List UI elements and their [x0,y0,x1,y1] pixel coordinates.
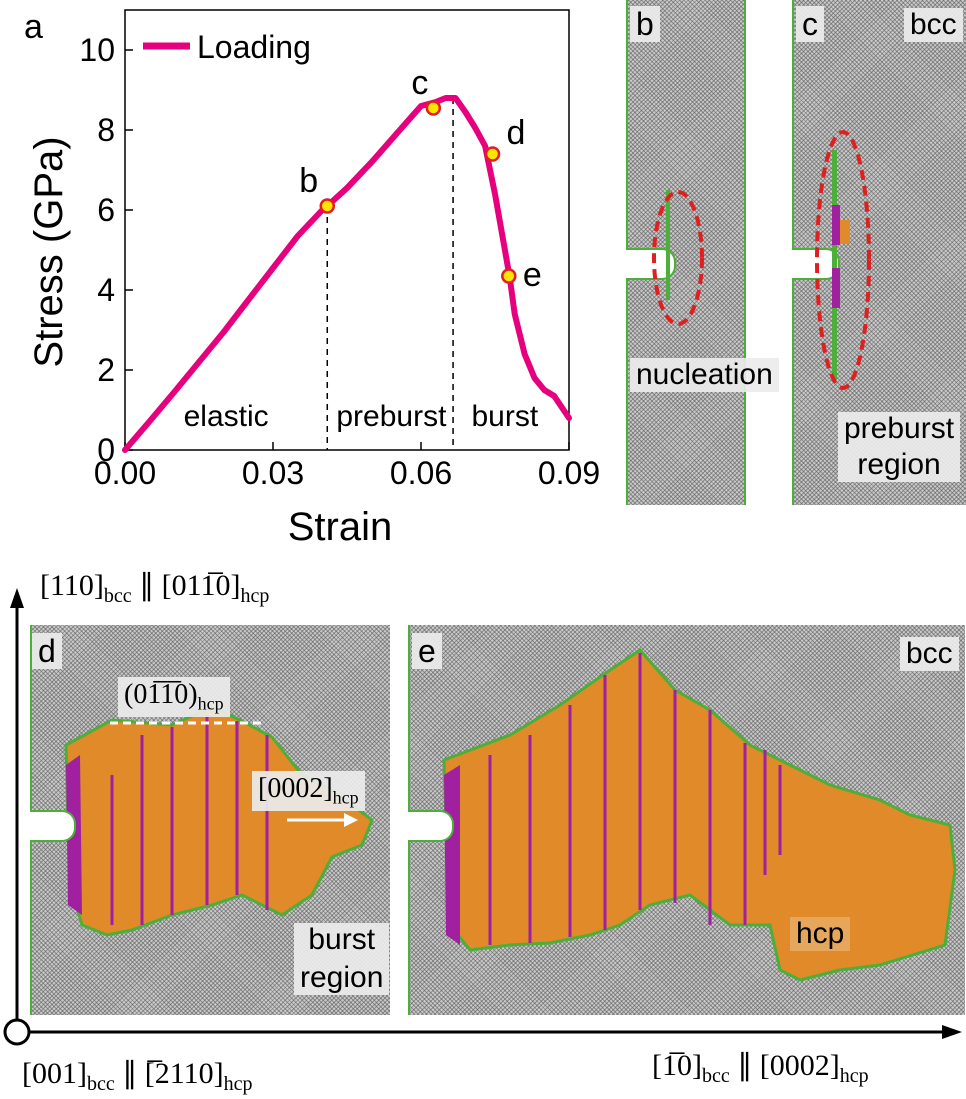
panel-c-letter: c [796,6,824,42]
panel-b-nucleus [666,190,670,300]
panel-b-caption: nucleation [630,358,779,392]
vertical-axis-hcp-sub: hcp [240,585,270,607]
legend-label: Loading [197,29,311,65]
panel-e-letter: e [412,633,442,669]
panel-c-ellipse [815,130,871,390]
panel-c-caption: preburst region [838,412,961,482]
y-tick-label: 10 [79,32,115,68]
panel-d-plane-text: (01̅1̅0) [124,679,198,710]
panel-d-hcp-region [64,705,374,937]
panel-c-nucleus [832,150,837,380]
panel-d-caption-line2: region [300,961,384,994]
marker-label-b: b [299,162,318,200]
panel-d-image: d (01̅1̅0)hcp [0002]hcp burst region [30,625,390,1015]
marker-e [501,268,517,284]
y-tick-label: 0 [97,432,115,468]
origin-axis-sep: ∥ [114,1057,145,1090]
panel-d-notch [30,810,76,842]
y-tick-label: 2 [97,352,115,388]
panel-d-caption: burst region [294,923,390,995]
panel-b-image: b nucleation [626,0,779,505]
panel-e-notch [408,810,454,842]
horizontal-axis-hcp-sub: hcp [839,1065,869,1087]
panel-c-caption-line2: region [857,448,941,481]
horizontal-axis-sep: ∥ [729,1049,760,1082]
marker-label-c: c [411,64,428,102]
vertical-axis-hcp: [011̅0] [161,569,241,602]
panel-e-hcp-region [442,648,957,982]
panel-c-hcp-seed [840,220,850,244]
y-tick-label: 8 [97,112,115,148]
marker-label-d: d [507,114,526,152]
region-label-burst: burst [472,400,539,433]
origin-axis-hcp-sub: hcp [223,1073,253,1095]
vertical-axis-bcc: [110] [40,569,104,602]
vertical-axis-sep: ∥ [131,569,162,602]
region-label-preburst: preburst [336,400,447,433]
panel-d-direction-text: [0002] [258,773,333,804]
marker-b [319,198,336,214]
panel-d-direction-label: [0002]hcp [252,771,365,811]
panel-d-plane-label: (01̅1̅0)hcp [118,677,230,717]
x-tick-label: 0.09 [538,455,600,491]
origin-axis-label: [001]bcc ∥ [̅2110]hcp [22,1056,253,1096]
x-tick-label: 0.06 [390,455,452,491]
origin-axis-bcc-sub: bcc [86,1073,115,1095]
y-tick-label: 4 [97,272,115,308]
horizontal-axis-hcp: [0002] [759,1049,840,1082]
panel-d-plane-sub: hcp [197,693,224,714]
stress-strain-chart: 0 2 4 6 8 10 0.00 0.03 0.06 0.09 b c d e elastic pre… [27,9,600,549]
x-tick-label: 0.00 [94,455,156,491]
panel-d-caption-line1: burst [308,923,376,956]
region-label-elastic: elastic [184,400,269,433]
panel-b-letter: b [630,6,660,42]
origin-axis-hcp: [̅2110] [144,1057,224,1090]
vertical-axis-bcc-sub: bcc [103,585,132,607]
panel-b-ellipse [652,190,704,326]
x-axis-label: Strain [288,505,393,549]
marker-d [484,146,501,162]
plot-frame [124,9,570,451]
panel-a-letter: a [24,8,43,46]
panel-c-image: c bcc preburst region [792,0,966,505]
y-tick-label: 6 [97,192,115,228]
panel-d-letter: d [32,633,62,669]
orientation-axes [3,588,962,1046]
panel-c-phase-label: bcc [904,8,963,42]
marker-c [425,100,442,116]
horizontal-axis-bcc-sub: bcc [701,1065,730,1087]
panel-c-twin-bottom [832,268,840,308]
y-axis-label: Stress (GPa) [27,136,71,367]
panel-e-hcp-label: hcp [790,917,851,951]
vertical-axis-label: [110]bcc ∥ [011̅0]hcp [40,568,269,608]
panel-e-phase-label: bcc [900,637,959,671]
marker-label-e: e [523,256,542,294]
horizontal-axis-label: [1̅0]bcc ∥ [0002]hcp [652,1048,869,1088]
panel-d-direction-sub: hcp [332,787,359,808]
panel-c-caption-line1: preburst [844,412,955,445]
origin-axis-bcc: [001] [22,1057,87,1090]
panel-e-image: e bcc hcp [408,625,965,1015]
panel-c-twin-top [832,205,840,245]
x-tick-label: 0.03 [242,455,304,491]
horizontal-axis-bcc: [1̅0] [652,1049,702,1082]
